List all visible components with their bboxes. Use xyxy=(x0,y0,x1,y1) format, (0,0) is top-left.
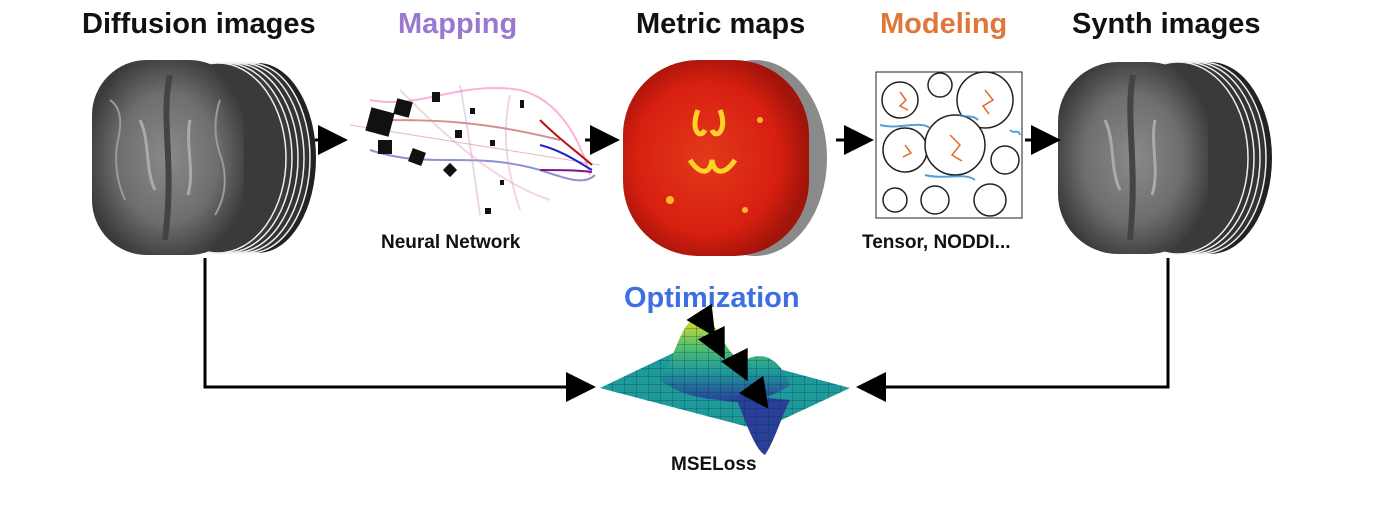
synth-image-stack xyxy=(1058,61,1272,255)
mseloss-caption: MSELoss xyxy=(671,454,757,475)
mapping-title: Mapping xyxy=(398,8,518,40)
tensor-noddi-caption: Tensor, NODDI... xyxy=(862,232,1011,253)
diffusion-images-title: Diffusion images xyxy=(82,8,316,40)
modeling-title: Modeling xyxy=(880,8,1008,40)
diffusion-image-stack xyxy=(92,60,316,255)
loss-surface xyxy=(600,303,850,455)
neural-network-illustration xyxy=(349,84,601,216)
metric-map xyxy=(623,60,827,256)
metric-maps-title: Metric maps xyxy=(636,8,806,40)
modeling-illustration xyxy=(875,71,1023,219)
neural-network-caption: Neural Network xyxy=(381,232,521,253)
synth-images-title: Synth images xyxy=(1072,8,1261,40)
arrow-synth-to-loss xyxy=(856,258,1170,402)
arrow-diffusion-to-loss xyxy=(203,258,596,402)
